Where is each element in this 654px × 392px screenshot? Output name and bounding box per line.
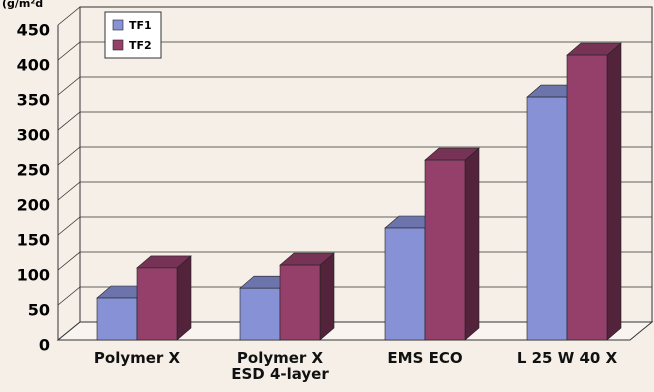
y-tick-label: 100 [17,266,50,285]
bar-front [424,159,466,341]
x-tick-label: Polymer X [93,349,181,367]
bar-side [176,255,192,341]
y-tick-label: 50 [28,301,50,320]
grid-line [57,146,652,166]
bar-front [526,96,568,341]
bar-front [239,287,281,341]
grid-line [57,41,652,61]
grid-line [57,6,652,26]
legend-label: TF2 [129,39,152,52]
bar-front [566,54,608,341]
y-tick-label: 400 [17,56,50,75]
bar-front [96,297,138,341]
y-tick-label: 0 [39,336,50,355]
y-tick-label: 200 [17,196,50,215]
bar-front [279,264,321,341]
bar [566,42,622,341]
legend-swatch [112,39,124,51]
grid-line [57,111,652,131]
bar-front [136,267,178,341]
y-tick-label: 350 [17,91,50,110]
bar [424,147,480,341]
y-tick-label: 300 [17,126,50,145]
unit-label: (g/m²d [2,0,43,10]
y-tick-label: 250 [17,161,50,180]
legend-label: TF1 [129,19,152,32]
grid-line [57,76,652,96]
x-tick-label: L 25 W 40 X [516,349,618,367]
bar [136,255,192,341]
bar-side [319,252,335,341]
y-tick-label: 450 [17,21,50,40]
bar-front [384,227,426,341]
bar [279,252,335,341]
x-tick-label: Polymer X ESD 4-layer [231,349,329,383]
x-tick-label: EMS ECO [387,349,463,367]
bar-side [606,42,622,341]
legend-box [104,11,162,59]
y-tick-label: 150 [17,231,50,250]
legend-swatch [112,19,124,31]
bar-side [464,147,480,341]
